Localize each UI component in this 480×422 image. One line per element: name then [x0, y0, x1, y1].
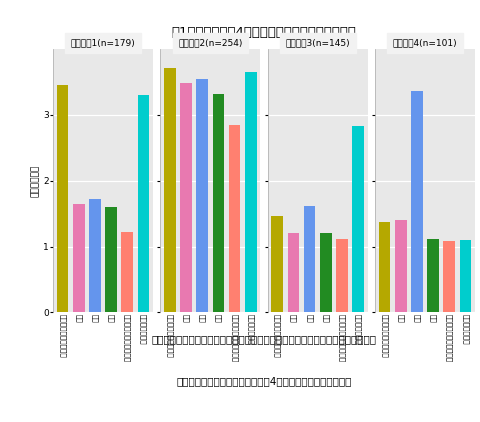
Bar: [73, 204, 84, 312]
Bar: [379, 222, 390, 312]
Y-axis label: 使用頻度平均: 使用頻度平均: [31, 165, 40, 197]
Bar: [229, 125, 240, 312]
Bar: [105, 207, 117, 312]
Bar: [245, 72, 257, 312]
Bar: [444, 241, 455, 312]
Bar: [89, 199, 101, 312]
Bar: [304, 206, 315, 312]
Bar: [320, 233, 332, 312]
Title: グループ4(n=101): グループ4(n=101): [393, 39, 457, 48]
Bar: [138, 95, 149, 312]
Title: グループ3(n=145): グループ3(n=145): [286, 39, 350, 48]
Bar: [196, 79, 208, 312]
Bar: [395, 220, 407, 312]
Bar: [180, 84, 192, 312]
Bar: [352, 126, 364, 312]
Bar: [336, 239, 348, 312]
Bar: [288, 233, 299, 312]
Bar: [164, 68, 176, 312]
Title: グループ2(n=254): グループ2(n=254): [178, 39, 242, 48]
Bar: [271, 216, 283, 312]
Text: 仕事での英語使用者は少なくとも4つのグループに分けられる: 仕事での英語使用者は少なくとも4つのグループに分けられる: [176, 376, 352, 386]
Bar: [213, 94, 224, 312]
Title: グループ1(n=179): グループ1(n=179): [71, 39, 135, 48]
Text: 特定の業務を英語で行うグループ、さまざまな業務を英語で行うグループなど、: 特定の業務を英語で行うグループ、さまざまな業務を英語で行うグループなど、: [152, 334, 376, 344]
Bar: [427, 239, 439, 312]
Bar: [460, 240, 471, 312]
Bar: [411, 91, 423, 312]
Bar: [57, 85, 68, 312]
Bar: [121, 232, 133, 312]
Text: 図1　英語使用者4グループの英語を使用する業務: 図1 英語使用者4グループの英語を使用する業務: [171, 26, 357, 39]
